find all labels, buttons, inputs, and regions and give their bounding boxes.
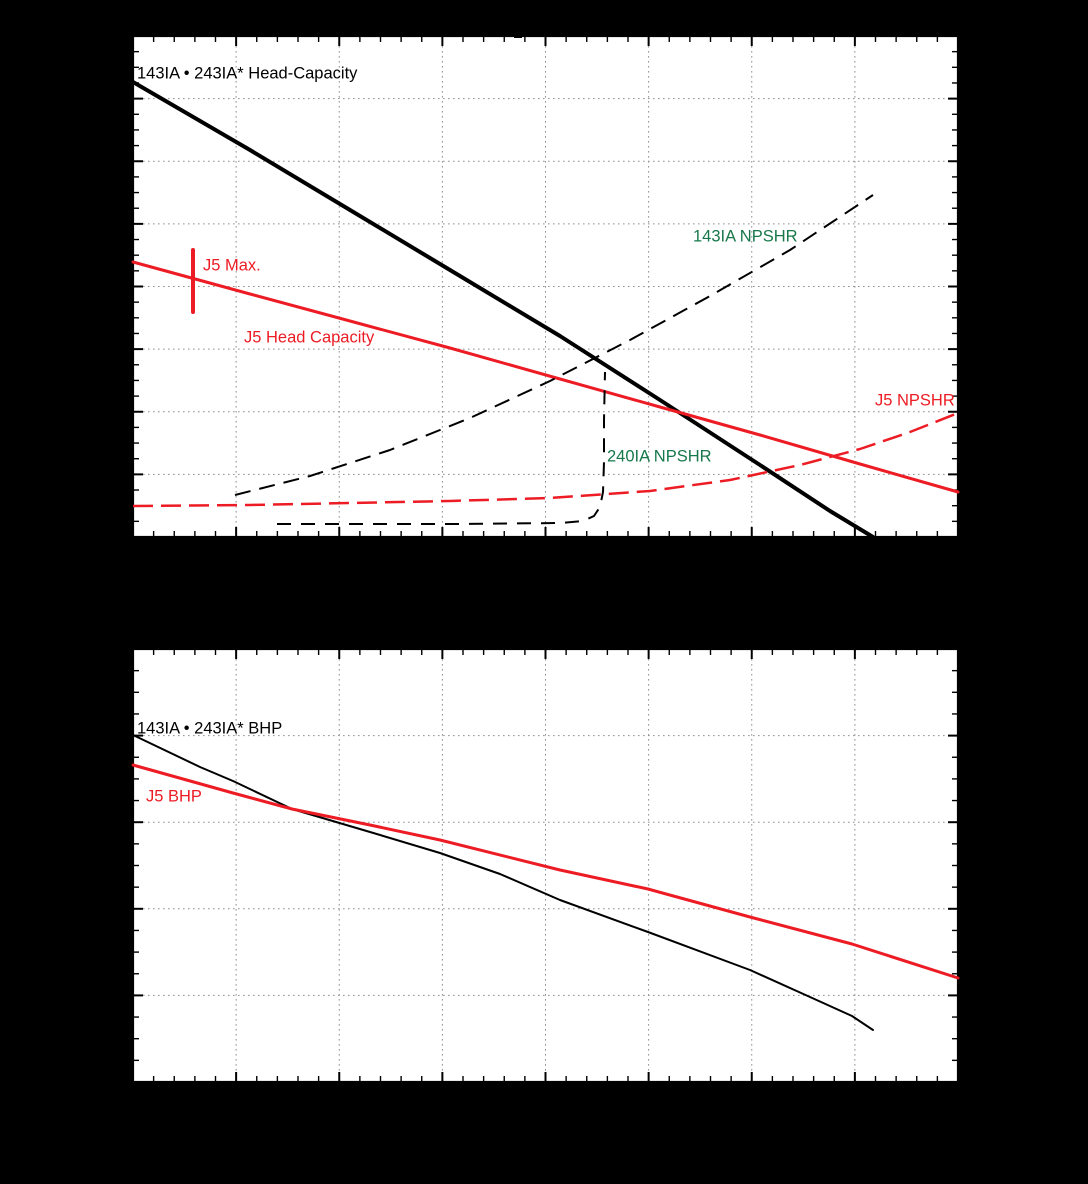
curve-npshr-j5 bbox=[132, 411, 959, 508]
label-143ia-npshr: 143IA NPSHR bbox=[693, 227, 798, 245]
plot-border bbox=[131, 647, 960, 1084]
curve-bhp-j5 bbox=[131, 763, 960, 980]
label-240ia-npshr: 240IA NPSHR bbox=[607, 447, 712, 465]
label-j5-max: J5 Max. bbox=[203, 256, 261, 274]
curve-head-j5 bbox=[131, 260, 960, 494]
label-j5-bhp: J5 BHP bbox=[146, 787, 202, 805]
chart-head-capacity-npshr: 143IA • 243IA* Head-Capacity J5 Max. J5 He… bbox=[131, 30, 960, 539]
plot-border bbox=[131, 34, 960, 539]
curve-head-143ia-243ia bbox=[131, 80, 875, 539]
label-143ia-243ia-head-capacity: 143IA • 243IA* Head-Capacity bbox=[137, 64, 358, 82]
chart-bhp: 143IA • 243IA* BHP J5 BHP bbox=[131, 647, 960, 1084]
label-143ia-243ia-bhp: 143IA • 243IA* BHP bbox=[137, 719, 282, 737]
curve-npshr-240ia bbox=[277, 371, 606, 525]
label-j5-npshr: J5 NPSHR bbox=[875, 391, 955, 409]
top-edge-mark bbox=[514, 30, 522, 38]
curve-bhp-143ia-243ia bbox=[132, 734, 874, 1031]
curve-npshr-143ia bbox=[234, 194, 874, 496]
label-j5-head-capacity: J5 Head Capacity bbox=[244, 328, 375, 346]
